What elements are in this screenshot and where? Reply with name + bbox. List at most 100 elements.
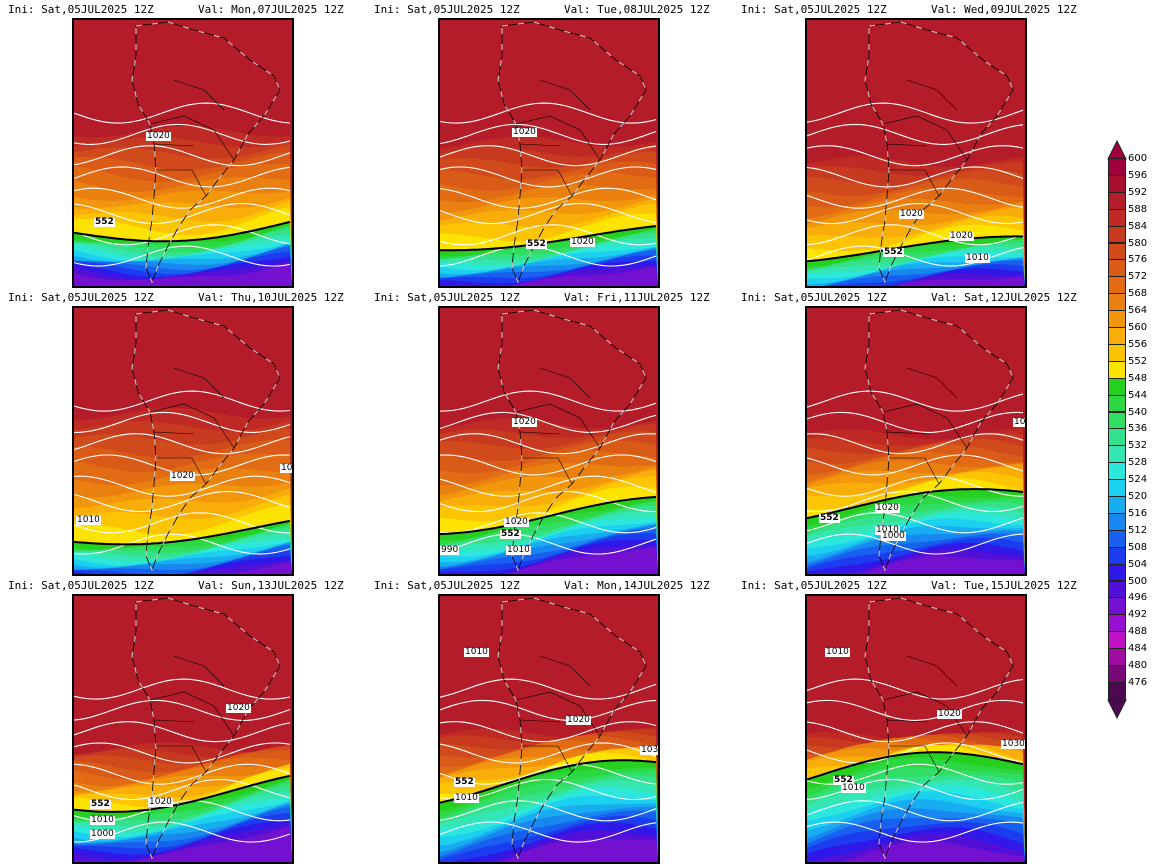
legend-level-label: 540 <box>1128 406 1148 418</box>
legend-swatch <box>1108 512 1126 531</box>
legend-swatch <box>1108 681 1126 700</box>
legend-level-label: 556 <box>1128 338 1148 350</box>
map-plot: 1020 1020 552 1010 <box>805 18 1027 288</box>
geopotential-field <box>74 308 292 574</box>
legend-swatch <box>1108 360 1126 379</box>
map-plot: 1010 1020 1030 552 1010 <box>438 594 660 864</box>
color-legend: 600 596 592 588 584 580 576 572 568 564 560 556 552 5… <box>1100 140 1150 719</box>
legend-level-label: 480 <box>1128 660 1148 671</box>
contour-label: 1000 <box>881 531 906 541</box>
legend-swatch <box>1108 614 1126 633</box>
geopotential-field <box>74 20 292 286</box>
panel-header: Ini: Sat,05JUL2025 12Z Val: Sat,12JUL2025… <box>733 291 1099 305</box>
valid-time: Val: Mon,14JUL2025 12Z <box>564 579 710 592</box>
legend-level-label: 500 <box>1128 575 1148 587</box>
legend-level-label: 476 <box>1128 676 1148 688</box>
legend-swatch <box>1108 276 1126 295</box>
legend-level-label: 532 <box>1128 440 1148 452</box>
contour-label: 1020 <box>226 703 251 713</box>
legend-swatch <box>1108 242 1126 261</box>
contour-label: 1010 <box>825 647 850 657</box>
legend-level-label: 528 <box>1128 457 1148 469</box>
panel-header: Ini: Sat,05JUL2025 12Z Val: Fri,11JUL2025… <box>366 291 732 305</box>
valid-time: Val: Wed,09JUL2025 12Z <box>931 3 1077 16</box>
contour-label: 1010 <box>464 647 489 657</box>
geopotential-field <box>440 596 658 862</box>
valid-time: Val: Tue,08JUL2025 12Z <box>564 3 710 16</box>
legend-swatch <box>1108 445 1126 464</box>
contour-label: 552 <box>526 239 547 249</box>
valid-time: Val: Sun,13JUL2025 12Z <box>198 579 344 592</box>
legend-swatch <box>1108 648 1126 666</box>
legend-swatch <box>1108 665 1126 683</box>
init-time: Ini: Sat,05JUL2025 12Z <box>741 579 887 592</box>
contour-label: 1020 <box>170 471 195 481</box>
map-panel: Ini: Sat,05JUL2025 12Z Val: Tue,15JUL2025… <box>733 576 1099 864</box>
legend-level-label: 512 <box>1128 524 1148 536</box>
contour-label: 1010 <box>875 525 900 535</box>
legend-level-label: 524 <box>1128 474 1148 486</box>
legend-swatch <box>1108 174 1126 193</box>
legend-swatch <box>1108 597 1126 616</box>
legend-level-label: 572 <box>1128 271 1148 283</box>
legend-swatch <box>1108 310 1126 328</box>
legend-level-label: 568 <box>1128 288 1148 300</box>
legend-bottom-arrow <box>1107 699 1127 719</box>
geopotential-field <box>440 308 658 574</box>
legend-swatch <box>1108 191 1126 210</box>
map-panel: Ini: Sat,05JUL2025 12Z Val: Fri,11JUL2025… <box>366 288 732 576</box>
map-panel: Ini: Sat,05JUL2025 12Z Val: Tue,08JUL2025… <box>366 0 732 288</box>
map-panel: Ini: Sat,05JUL2025 12Z Val: Mon,07JUL2025… <box>0 0 366 288</box>
legend-level-label: 580 <box>1128 237 1148 249</box>
legend-level-label: 496 <box>1128 592 1148 604</box>
legend-level-label: 592 <box>1128 186 1148 198</box>
contour-label: 101 <box>280 464 292 473</box>
map-panel: Ini: Sat,05JUL2025 12Z Val: Mon,14JUL2025… <box>366 576 732 864</box>
legend-swatch <box>1108 462 1126 481</box>
legend-swatch <box>1108 225 1126 244</box>
contour-label: 1030 <box>1001 739 1025 749</box>
legend-swatch <box>1108 158 1126 176</box>
panel-header: Ini: Sat,05JUL2025 12Z Val: Wed,09JUL2025… <box>733 3 1099 17</box>
valid-time: Val: Tue,15JUL2025 12Z <box>931 579 1077 592</box>
contour-label: 1030 <box>640 746 658 755</box>
contour-label: 1010 <box>841 783 866 793</box>
legend-level-label: 564 <box>1128 305 1148 317</box>
valid-time: Val: Mon,07JUL2025 12Z <box>198 3 344 16</box>
legend-level-label: 492 <box>1128 609 1148 621</box>
contour-label: 552 <box>454 777 475 787</box>
contour-label: 1020 <box>504 517 529 527</box>
panel-header: Ini: Sat,05JUL2025 12Z Val: Sun,13JUL2025… <box>0 579 366 593</box>
contour-label: 1020 <box>937 709 962 719</box>
contour-label: 1020 <box>512 127 537 137</box>
contour-label: 552 <box>819 513 840 523</box>
geopotential-field <box>440 20 658 286</box>
contour-label: 1010 <box>454 793 479 803</box>
legend-swatch <box>1108 496 1126 514</box>
legend-swatch <box>1108 208 1126 227</box>
map-plot: 1020 552 <box>72 18 294 288</box>
legend-top-arrow <box>1107 140 1127 160</box>
panel-header: Ini: Sat,05JUL2025 12Z Val: Tue,15JUL2025… <box>733 579 1099 593</box>
legend-swatch <box>1108 580 1126 599</box>
map-plot: 1020 1020 552 <box>438 18 660 288</box>
legend-level-label: 560 <box>1128 322 1148 333</box>
init-time: Ini: Sat,05JUL2025 12Z <box>8 3 154 16</box>
legend-swatch <box>1108 479 1126 497</box>
map-panel: Ini: Sat,05JUL2025 12Z Val: Sun,13JUL2025… <box>0 576 366 864</box>
geopotential-field <box>807 308 1025 574</box>
contour-label: 552 <box>833 775 854 785</box>
legend-swatch <box>1108 529 1126 548</box>
panel-header: Ini: Sat,05JUL2025 12Z Val: Mon,14JUL2025… <box>366 579 732 593</box>
contour-label: 1020 <box>949 231 974 241</box>
legend-swatch <box>1108 631 1126 650</box>
legend-swatch <box>1108 563 1126 582</box>
legend-level-label: 588 <box>1128 203 1148 215</box>
contour-label: 1010 <box>506 545 531 555</box>
legend-swatch <box>1108 394 1126 413</box>
legend-level-label: 576 <box>1128 254 1148 266</box>
map-panel: Ini: Sat,05JUL2025 12Z Val: Sat,12JUL2025… <box>733 288 1099 576</box>
legend-level-label: 596 <box>1128 169 1148 181</box>
legend-level-label: 520 <box>1128 491 1148 502</box>
geopotential-field <box>74 596 292 862</box>
